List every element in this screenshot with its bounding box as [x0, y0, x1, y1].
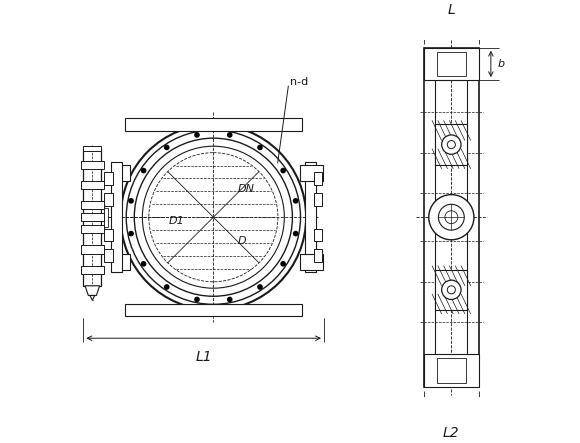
Bar [81, 225, 104, 233]
Bar [300, 253, 323, 270]
Circle shape [257, 284, 263, 290]
Bar [435, 270, 467, 310]
Circle shape [293, 231, 299, 237]
Bar [314, 249, 322, 262]
Polygon shape [85, 286, 100, 295]
Bar [314, 193, 322, 206]
Bar [84, 149, 102, 286]
Bar [304, 162, 316, 272]
Bar [111, 162, 122, 272]
Circle shape [280, 261, 286, 267]
Bar [437, 52, 466, 76]
Text: D: D [238, 237, 246, 246]
Circle shape [227, 132, 233, 138]
Circle shape [164, 144, 169, 150]
Bar [117, 253, 130, 270]
Circle shape [447, 140, 455, 149]
Bar [437, 358, 466, 383]
Circle shape [445, 211, 458, 224]
Circle shape [141, 168, 146, 173]
Circle shape [441, 280, 461, 299]
Bar [314, 229, 322, 241]
Bar [104, 172, 113, 185]
Text: b: b [497, 59, 505, 69]
Circle shape [106, 233, 111, 237]
Bar [125, 303, 302, 316]
Bar [81, 201, 104, 209]
Circle shape [316, 176, 321, 181]
Ellipse shape [121, 124, 306, 310]
Circle shape [164, 284, 169, 290]
Text: L2: L2 [443, 426, 460, 440]
Text: n-d: n-d [290, 77, 308, 87]
Circle shape [106, 253, 111, 258]
Bar [104, 207, 108, 227]
Circle shape [429, 194, 474, 240]
Circle shape [106, 197, 111, 202]
Circle shape [128, 198, 134, 204]
Bar [104, 249, 113, 262]
Bar [102, 203, 104, 232]
Text: D1: D1 [169, 216, 185, 226]
Circle shape [293, 198, 299, 204]
Circle shape [280, 168, 286, 173]
Circle shape [194, 297, 200, 302]
Bar [424, 48, 478, 80]
Circle shape [316, 253, 321, 258]
Bar [435, 124, 467, 165]
Bar [81, 213, 104, 221]
Bar [81, 181, 104, 189]
Circle shape [194, 132, 200, 138]
Text: L1: L1 [195, 350, 212, 364]
Bar [125, 118, 302, 131]
Bar [117, 165, 130, 181]
Circle shape [141, 261, 146, 267]
Text: DN: DN [238, 184, 255, 194]
Bar [424, 48, 478, 387]
Bar [81, 266, 104, 274]
Text: L: L [448, 3, 455, 17]
Circle shape [316, 233, 321, 237]
Bar [104, 193, 113, 206]
Bar [81, 245, 104, 253]
Bar [300, 165, 323, 181]
Bar [104, 229, 113, 241]
Circle shape [257, 144, 263, 150]
Bar [424, 354, 478, 387]
Bar [81, 161, 104, 169]
Bar [435, 60, 467, 374]
Circle shape [128, 231, 134, 237]
Bar [84, 146, 102, 151]
Circle shape [438, 204, 464, 230]
Circle shape [227, 297, 233, 302]
Circle shape [316, 197, 321, 202]
Circle shape [106, 176, 111, 181]
Circle shape [441, 135, 461, 154]
Bar [314, 172, 322, 185]
Circle shape [447, 286, 455, 294]
